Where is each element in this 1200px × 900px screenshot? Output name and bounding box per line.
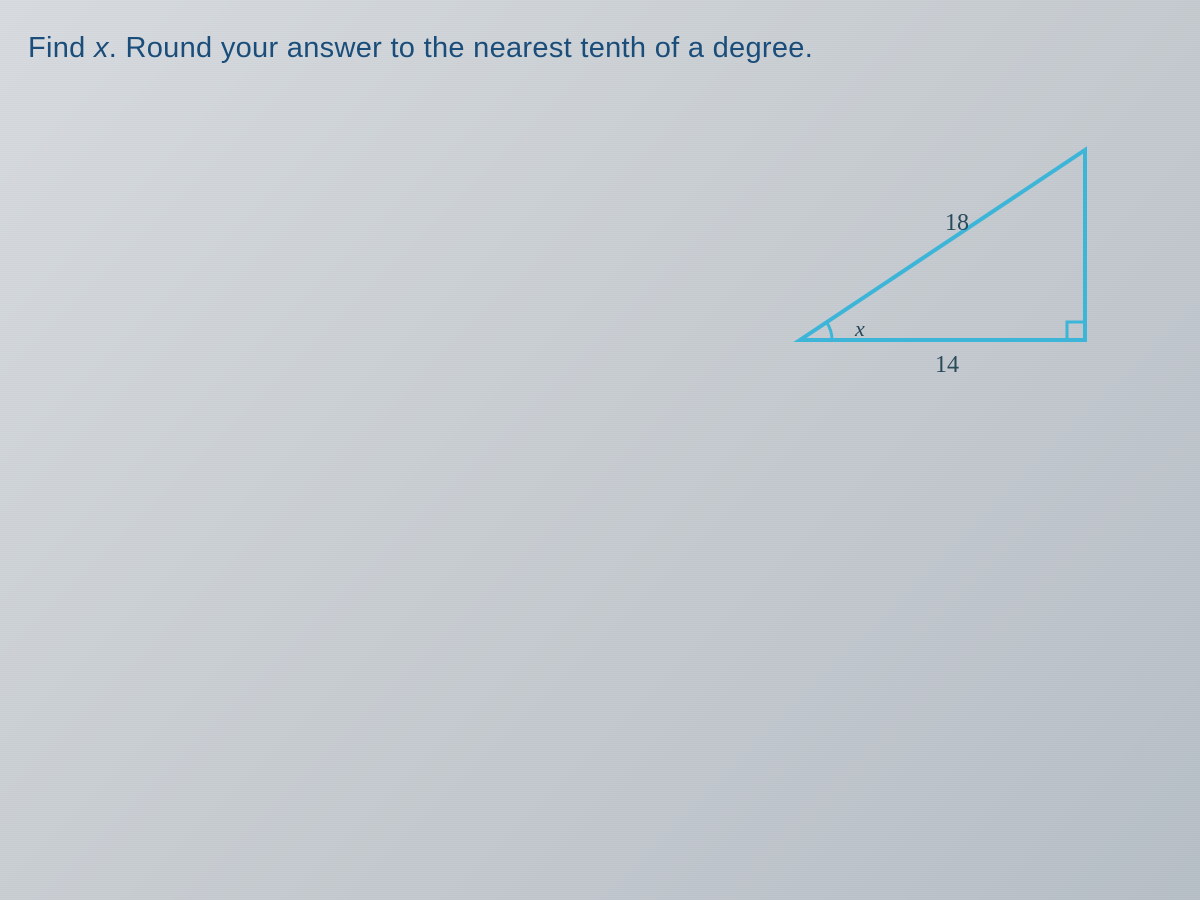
right-triangle-shape [800,150,1085,340]
triangle-diagram: 18 x 14 [770,130,1130,380]
angle-x-label: x [855,316,865,342]
prompt-prefix: Find [28,32,94,64]
right-angle-marker [1067,322,1085,340]
prompt-variable: x [94,32,109,64]
triangle-svg [770,130,1130,380]
prompt-suffix: . Round your answer to the nearest tenth… [109,32,813,64]
hypotenuse-label: 18 [945,210,969,237]
question-prompt: Find x. Round your answer to the nearest… [28,32,813,65]
base-label: 14 [935,352,959,379]
angle-x-arc [827,322,832,340]
